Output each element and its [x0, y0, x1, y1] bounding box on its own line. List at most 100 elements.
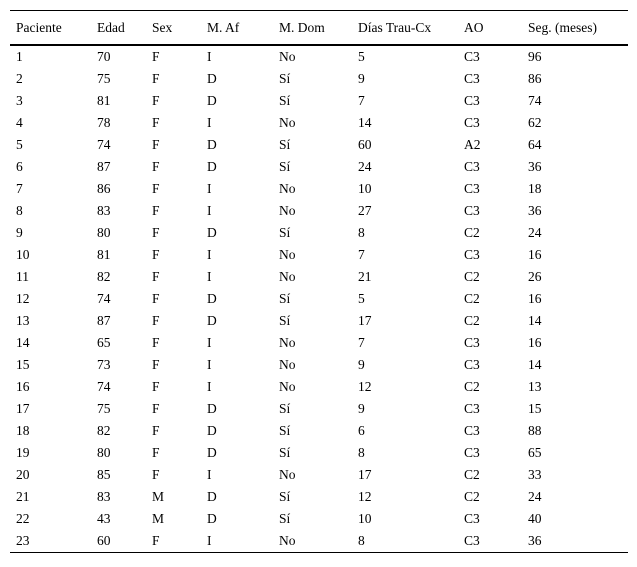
- table-cell: 17: [358, 313, 372, 328]
- table-cell: 8: [358, 225, 365, 240]
- table-cell: F: [152, 401, 160, 416]
- table-cell: 96: [528, 49, 542, 64]
- table-cell: 5: [16, 137, 23, 152]
- table-row: 6 87 F D Sí 24 C3 36: [10, 156, 628, 178]
- table-cell: No: [279, 335, 296, 350]
- table-cell: 74: [97, 137, 111, 152]
- table-cell: 24: [528, 225, 542, 240]
- table-cell: 3: [16, 93, 23, 108]
- table-cell: F: [152, 115, 160, 130]
- table-cell: 83: [97, 489, 111, 504]
- table-cell: 14: [528, 357, 542, 372]
- table-cell: Sí: [279, 401, 291, 416]
- table-cell: No: [279, 115, 296, 130]
- table-cell: 26: [528, 269, 542, 284]
- table-row: 19 80 F D Sí 8 C3 65: [10, 442, 628, 464]
- table-cell: 87: [97, 159, 111, 174]
- table-cell: C2: [464, 489, 480, 504]
- table-cell: 9: [16, 225, 23, 240]
- table-cell: 15: [528, 401, 542, 416]
- table-cell: 75: [97, 71, 111, 86]
- table-cell: C3: [464, 203, 480, 218]
- table-cell: 65: [528, 445, 542, 460]
- table-cell: F: [152, 93, 160, 108]
- table-cell: 21: [16, 489, 30, 504]
- table-cell: No: [279, 247, 296, 262]
- table-cell: I: [207, 115, 212, 130]
- table-cell: 22: [16, 511, 30, 526]
- table-row: 9 80 F D Sí 8 C2 24: [10, 222, 628, 244]
- table-row: 11 82 F I No 21 C2 26: [10, 266, 628, 288]
- table-cell: 74: [97, 379, 111, 394]
- table-cell: I: [207, 181, 212, 196]
- table-row: 14 65 F I No 7 C3 16: [10, 332, 628, 354]
- table-cell: I: [207, 203, 212, 218]
- table-cell: 86: [97, 181, 111, 196]
- table-cell: 60: [358, 137, 372, 152]
- table-cell: 11: [16, 269, 29, 284]
- table-cell: I: [207, 247, 212, 262]
- table-cell: F: [152, 137, 160, 152]
- table-cell: F: [152, 445, 160, 460]
- table-cell: 80: [97, 225, 111, 240]
- table-cell: D: [207, 71, 217, 86]
- table-cell: 75: [97, 401, 111, 416]
- table-cell: C3: [464, 423, 480, 438]
- table-cell: 16: [16, 379, 30, 394]
- table-cell: C2: [464, 291, 480, 306]
- table-cell: I: [207, 533, 212, 548]
- table-row: 10 81 F I No 7 C3 16: [10, 244, 628, 266]
- table-row: 15 73 F I No 9 C3 14: [10, 354, 628, 376]
- table-cell: 2: [16, 71, 23, 86]
- table-cell: 70: [97, 49, 111, 64]
- table-cell: F: [152, 247, 160, 262]
- table-row: 16 74 F I No 12 C2 13: [10, 376, 628, 398]
- table-cell: 7: [16, 181, 23, 196]
- table-cell: 86: [528, 71, 542, 86]
- table-cell: C2: [464, 269, 480, 284]
- table-cell: C3: [464, 115, 480, 130]
- table-row: 2 75 F D Sí 9 C3 86: [10, 68, 628, 90]
- table-cell: F: [152, 181, 160, 196]
- table-cell: 5: [358, 291, 365, 306]
- table-cell: 8: [16, 203, 23, 218]
- table-cell: M: [152, 511, 165, 526]
- table-cell: F: [152, 467, 160, 482]
- table-cell: D: [207, 159, 217, 174]
- table-cell: M: [152, 489, 165, 504]
- column-header: M. Af: [207, 20, 240, 35]
- table-cell: D: [207, 423, 217, 438]
- table-cell: 82: [97, 269, 111, 284]
- table-cell: I: [207, 269, 212, 284]
- table-body: 1 70 F I No 5 C3 96 2 75 F D Sí 9 C3 86 3 81 F D Sí 7 C3 74 4 78 F…: [10, 45, 628, 553]
- table-cell: C3: [464, 159, 480, 174]
- table-cell: 8: [358, 445, 365, 460]
- table-cell: Sí: [279, 159, 291, 174]
- column-header: Paciente: [16, 20, 62, 35]
- table-cell: 16: [528, 247, 542, 262]
- table-cell: 78: [97, 115, 111, 130]
- table-cell: 16: [528, 335, 542, 350]
- table-row: 13 87 F D Sí 17 C2 14: [10, 310, 628, 332]
- table-row: 1 70 F I No 5 C3 96: [10, 45, 628, 68]
- table-cell: 12: [16, 291, 30, 306]
- column-header: Días Trau-Cx: [358, 20, 432, 35]
- table-cell: I: [207, 335, 212, 350]
- table-cell: 24: [528, 489, 542, 504]
- table-cell: F: [152, 203, 160, 218]
- table-cell: 14: [528, 313, 542, 328]
- table-cell: I: [207, 49, 212, 64]
- patients-table: Paciente Edad Sex M. Af M. Dom Días Trau-Cx AO…: [10, 10, 628, 553]
- table-cell: 19: [16, 445, 30, 460]
- table-cell: D: [207, 291, 217, 306]
- table-cell: 9: [358, 357, 365, 372]
- table-cell: C3: [464, 511, 480, 526]
- table-cell: C3: [464, 335, 480, 350]
- table-cell: Sí: [279, 291, 291, 306]
- table-cell: 74: [97, 291, 111, 306]
- table-cell: 43: [97, 511, 111, 526]
- table-cell: 4: [16, 115, 23, 130]
- table-cell: Sí: [279, 71, 291, 86]
- table-cell: F: [152, 533, 160, 548]
- table-cell: 73: [97, 357, 111, 372]
